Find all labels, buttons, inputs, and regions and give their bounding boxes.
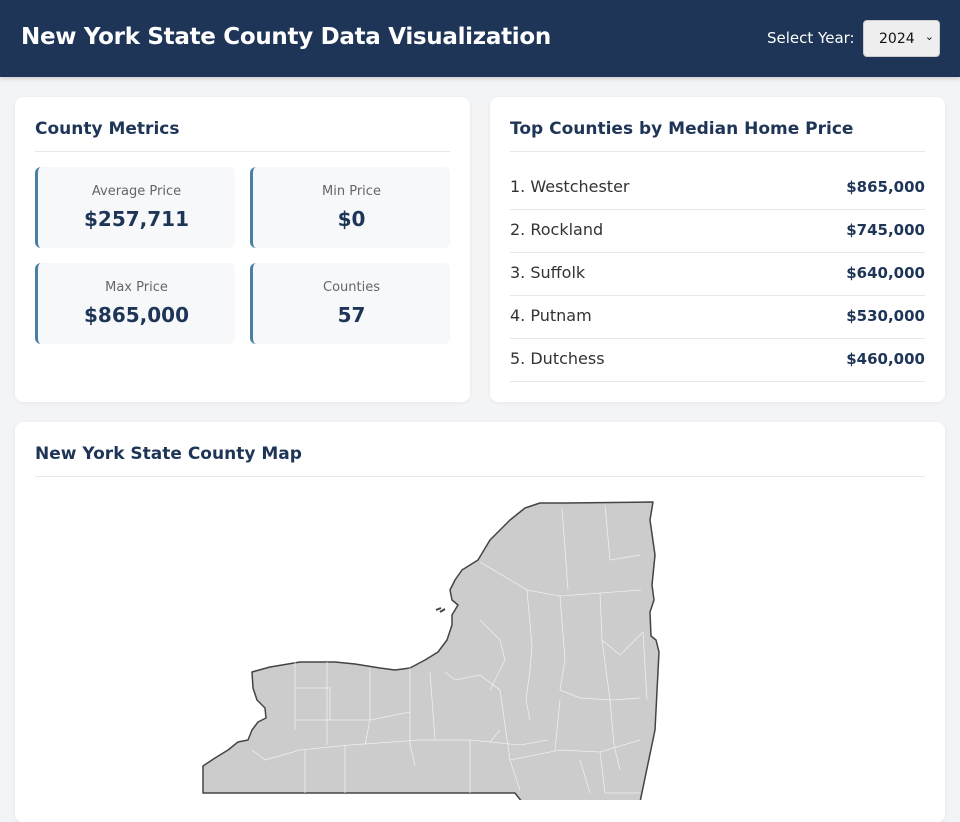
metric-label: Max Price <box>105 280 168 295</box>
county-price: $530,000 <box>846 307 925 325</box>
list-item: 2. Rockland $745,000 <box>510 210 925 253</box>
county-price: $640,000 <box>846 264 925 282</box>
chevron-down-icon: ⌄ <box>924 30 934 43</box>
county-name: 2. Rockland <box>510 220 604 239</box>
metric-label: Min Price <box>322 184 381 199</box>
county-name: 5. Dutchess <box>510 349 605 368</box>
ny-state-outline[interactable] <box>202 501 660 800</box>
county-price: $460,000 <box>846 350 925 368</box>
map-card: New York State County Map <box>15 422 945 822</box>
page-title: New York State County Data Visualization <box>21 24 551 50</box>
county-price: $865,000 <box>846 178 925 196</box>
county-borders <box>251 504 648 794</box>
year-label: Select Year: <box>767 29 855 47</box>
metric-label: Counties <box>323 280 380 295</box>
divider <box>510 151 925 152</box>
county-name: 4. Putnam <box>510 306 592 325</box>
app-header: New York State County Data Visualization… <box>0 0 960 77</box>
top-counties-title: Top Counties by Median Home Price <box>510 119 854 139</box>
metric-value: 57 <box>337 303 366 327</box>
year-select[interactable]: 2024 ⌄ <box>863 20 940 57</box>
metric-label: Average Price <box>91 184 182 199</box>
metric-min-price: Min Price $0 <box>250 167 450 248</box>
map-title: New York State County Map <box>35 444 302 464</box>
metric-value: $257,711 <box>83 207 189 231</box>
top-counties-card: Top Counties by Median Home Price 1. Wes… <box>490 97 945 402</box>
ny-county-map[interactable] <box>15 422 945 800</box>
metric-max-price: Max Price $865,000 <box>35 263 235 344</box>
lake-islands <box>435 607 446 613</box>
list-item: 4. Putnam $530,000 <box>510 296 925 339</box>
divider <box>35 476 925 477</box>
county-metrics-card: County Metrics Average Price $257,711 Min… <box>15 97 470 402</box>
county-name: 1. Westchester <box>510 177 630 196</box>
divider <box>35 151 450 152</box>
metric-value: $865,000 <box>83 303 189 327</box>
county-price: $745,000 <box>846 221 925 239</box>
metric-counties: Counties 57 <box>250 263 450 344</box>
metric-value: $0 <box>337 207 366 231</box>
metrics-title: County Metrics <box>35 119 180 139</box>
county-name: 3. Suffolk <box>510 263 586 282</box>
list-item: 5. Dutchess $460,000 <box>510 339 925 382</box>
list-item: 1. Westchester $865,000 <box>510 167 925 210</box>
year-value: 2024 <box>879 30 915 47</box>
metric-average-price: Average Price $257,711 <box>35 167 235 248</box>
list-item: 3. Suffolk $640,000 <box>510 253 925 296</box>
